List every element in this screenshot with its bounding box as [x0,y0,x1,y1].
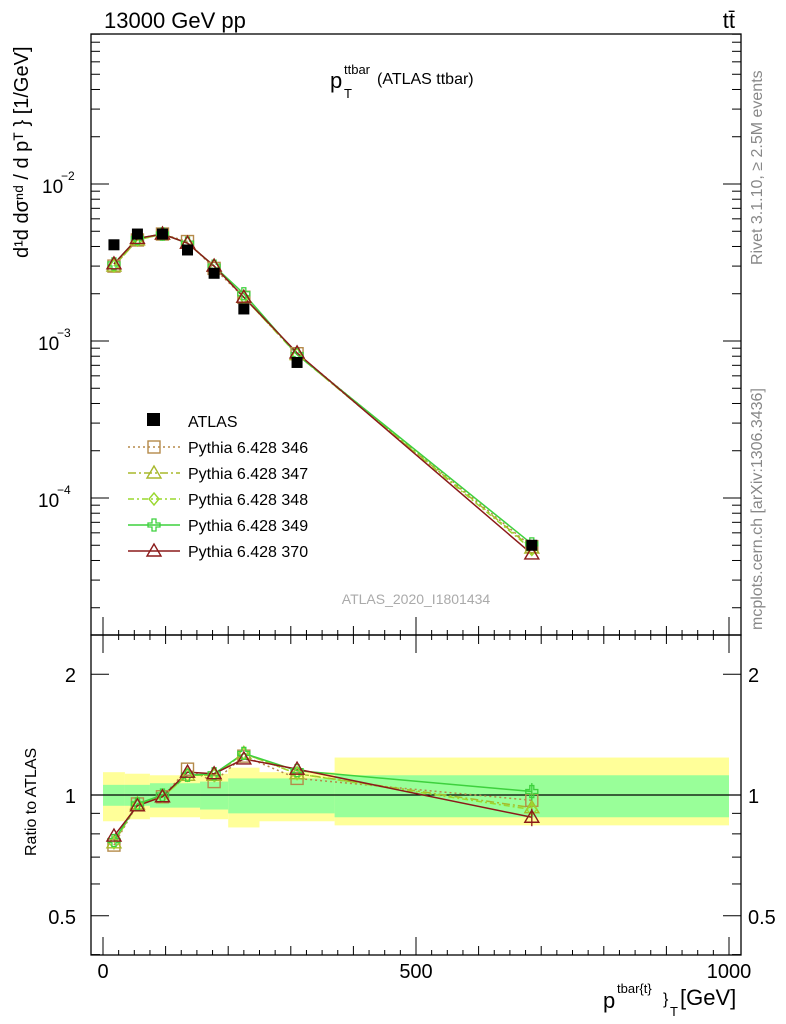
y-main-tick-label: 10 [42,177,63,198]
ratio-series-marker [235,750,253,765]
atlas-data-point [108,239,120,251]
legend-series-label: Pythia 6.428 370 [188,544,308,561]
ratio-series-marker [207,767,221,781]
ratio-series-marker [205,765,223,780]
process-label: tt̄ [723,8,735,33]
main-series-marker [237,287,251,301]
plot-title: p ttbar T (ATLAS ttbar) [330,62,474,101]
main-series-marker [523,545,541,560]
main-series-lines [113,233,533,555]
main-series-line [113,233,533,551]
legend-series-marker [145,542,163,557]
tick-labels: 10 −2 10 −3 10 −4 2 1 0.5 2 1 0.5 0 500 … [38,169,776,983]
x-axis-label-sub: T [670,1004,678,1019]
x-tick-label: 0 [97,961,108,983]
x-axis-label-main: p [603,988,615,1013]
main-plot-area [90,33,742,636]
main-series-marker [107,257,121,271]
atlas-data-points [108,228,538,551]
legend-series-marker [145,464,163,479]
y-main-tick-exp: −4 [57,483,71,497]
y-ratio-tick-label: 2 [65,665,76,687]
y-ratio-tick-label-right: 2 [748,665,759,687]
ratio-series-marker [105,827,123,842]
y-main-tick-exp: −2 [61,169,75,183]
ratio-series-line [113,752,532,844]
ratio-series-marker [207,774,221,789]
main-series-line [113,233,533,555]
y-ratio-tick-label-right: 0.5 [748,907,776,929]
legend-series-label: Pythia 6.428 348 [188,492,308,509]
y-ratio-tick-label: 1 [65,786,76,808]
ratio-series-marker [525,784,539,799]
atlas-data-point [526,539,538,551]
ratio-series-marker [129,797,146,812]
ratio-series-marker [179,763,196,778]
y-main-tick-exp: −3 [57,326,71,340]
legend-series-entries: Pythia 6.428 346 Pythia 6.428 347 Pythia 6… [128,440,308,561]
plot-title-sub: T [344,86,352,101]
legend-atlas-marker [147,413,160,426]
atlas-data-point [182,244,194,256]
x-tick-label: 1000 [707,961,752,983]
y-axis-ratio-label: Ratio to ATLAS [23,748,40,856]
main-series-marker [108,258,120,274]
atlas-data-point [131,228,143,240]
legend-series-marker [147,440,161,454]
ratio-series-marker [291,766,303,781]
ratio-series-marker [237,746,251,761]
x-axis-label: p tbar{t} } T [GeV] [603,981,736,1019]
y-ratio-tick-label: 0.5 [48,907,76,929]
legend-series-label: Pythia 6.428 347 [188,466,308,483]
ratio-plot-area [90,634,742,956]
atlas-data-point [291,356,303,368]
main-axis-ticks [91,33,741,635]
legend-series-marker [147,518,161,532]
ratio-series-marker [180,768,195,782]
x-axis-label-sup: tbar{t} [617,981,652,996]
legend-series-label: Pythia 6.428 349 [188,518,308,535]
ratio-axis-ticks [91,635,741,956]
legend-series-marker [148,491,160,507]
x-tick-label: 500 [399,961,432,983]
energy-label: 13000 GeV pp [104,8,246,33]
ratio-band-inner [259,778,335,814]
y-main-tick-label: 10 [38,491,59,512]
legend-series-label: Pythia 6.428 346 [188,440,308,457]
plot-title-main: p [330,68,342,93]
ratio-series-marker [180,762,195,776]
y-axis-main-label: d¹d dσⁿᵈ / d pᵀ } [1/GeV] [11,46,33,258]
atlas-data-point [208,267,220,279]
main-series-markers [105,225,541,560]
x-axis-label-unit: [GeV] [680,985,736,1010]
main-series-marker [105,255,123,270]
main-series-marker [235,288,253,303]
ratio-band-inner [228,778,260,814]
atlas-data-point [156,228,168,240]
ratio-series-marker [154,788,171,803]
analysis-watermark: ATLAS_2020_I1801434 [342,591,491,607]
ratio-series-marker [288,760,306,775]
ratio-series-markers [105,744,541,852]
plot-title-sup: ttbar [344,62,371,77]
ratio-series-marker [290,764,304,778]
mcplots-reference-label: mcplots.cern.ch [arXiv:1306.3436] [749,388,766,630]
plot-title-rest: (ATLAS ttbar) [377,71,474,88]
rivet-version-label: Rivet 3.1.10, ≥ 2.5M events [749,70,766,265]
y-ratio-tick-label-right: 1 [748,786,759,808]
x-axis-label-brace: } [663,991,669,1008]
legend-label-atlas: ATLAS [188,414,238,431]
atlas-data-point [238,303,250,315]
y-main-tick-label: 10 [38,334,59,355]
